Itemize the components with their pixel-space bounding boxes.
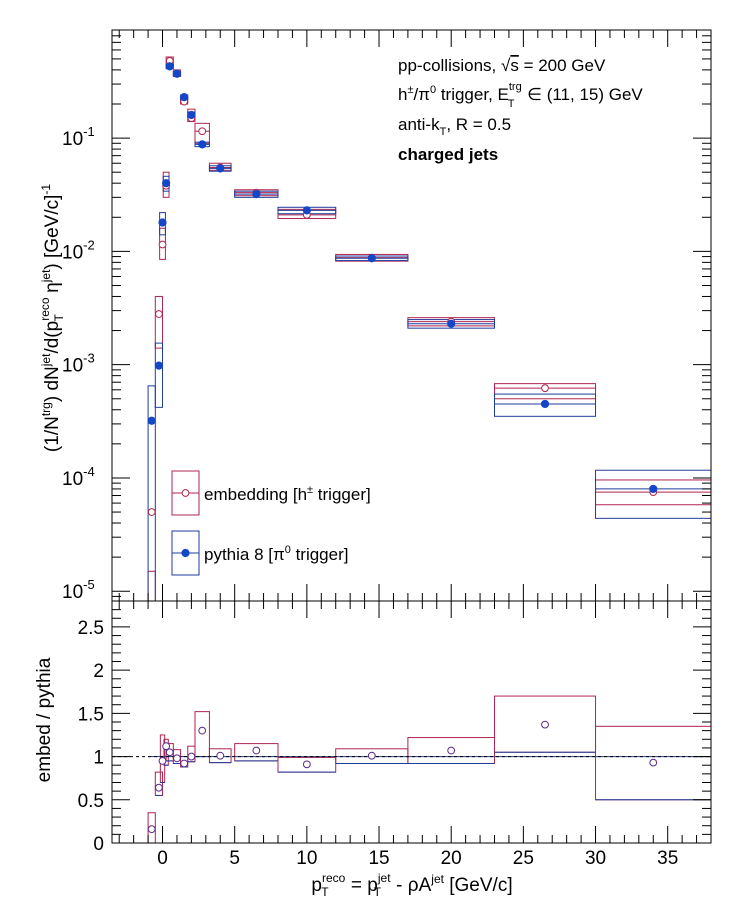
ratio-y-tick-label-1: 0.5 — [78, 791, 104, 812]
x-tick-label-3: 15 — [368, 848, 389, 869]
legend-embedding-marker — [181, 489, 190, 497]
pythia-point-14 — [540, 399, 550, 409]
ratio-point-7 — [187, 752, 196, 761]
pythia-point-3 — [162, 179, 171, 188]
ratio-point-5 — [173, 754, 181, 763]
embedding-point-0 — [147, 508, 156, 516]
pythia-point-6 — [180, 93, 189, 102]
ratio-point-9 — [216, 751, 225, 760]
ratio-point-13 — [447, 746, 456, 755]
spectrum-points — [147, 57, 658, 516]
x-tick-label-2: 10 — [296, 848, 317, 869]
pythia-point-9 — [216, 164, 225, 173]
ratio-y-tick-label-3: 1.5 — [78, 704, 104, 725]
embedding-point-14 — [541, 384, 549, 393]
annotation-jet-type: charged jets — [398, 145, 498, 164]
ratio-y-tick-label-2: 1 — [93, 748, 104, 769]
pythia-point-10 — [252, 190, 261, 199]
ratio-point-0 — [147, 825, 156, 834]
pythia-point-7 — [187, 110, 196, 120]
ratio-y-tick-label-4: 2 — [93, 661, 104, 682]
ratio-y-axis: 0 0.5 1 1.5 2 2.5 — [78, 600, 711, 855]
spectrum-y-tick-label-0: 10-5 — [62, 577, 95, 603]
legend-entry-embedding: embedding [h± trigger] — [171, 470, 371, 516]
pythia-point-11 — [302, 206, 311, 215]
legend-entry-pythia: pythia 8 [π0 trigger] — [171, 530, 348, 576]
legend-pythia-marker — [181, 548, 190, 558]
embedding-sys-box-1 — [154, 295, 164, 349]
spectrum-y-tick-label-1: 10-4 — [62, 464, 95, 490]
spectrum-y-tick-label-3: 10-2 — [62, 237, 95, 263]
ratio-panel: 0 0.5 1 1.5 2 2.5 0 5 10 15 20 25 30 35 embed / pyth… — [34, 600, 712, 899]
x-tick-label-7: 35 — [657, 848, 678, 869]
ratio-y-axis-title: embed / pythia — [34, 657, 55, 782]
ratio-frame — [111, 600, 712, 844]
pythia-point-15 — [649, 484, 658, 494]
embedding-point-8 — [198, 127, 207, 136]
spectrum-y-tick-label-4: 10-1 — [62, 124, 95, 150]
pythia-point-5 — [172, 69, 182, 78]
pythia-point-1 — [154, 361, 164, 370]
ratio-point-8 — [198, 726, 207, 735]
ratio-point-15 — [649, 758, 658, 767]
ratio-point-6 — [180, 759, 189, 768]
pythia-point-8 — [198, 140, 207, 149]
ratio-point-2 — [158, 756, 167, 765]
annotation-collision: pp-collisions, √s = 200 GeV — [398, 56, 606, 75]
pythia-point-2 — [158, 218, 167, 227]
legend-embedding-label: embedding [h± trigger] — [204, 484, 371, 504]
embedding-point-2 — [158, 240, 167, 249]
annotation-algorithm: anti-kT, R = 0.5 — [398, 115, 511, 138]
ratio-point-1 — [155, 783, 163, 792]
embedding-sys-box-14 — [493, 383, 597, 400]
spectrum-y-axis: 10-5 10-4 10-3 10-2 10-1 — [62, 29, 711, 603]
pythia-point-0 — [147, 416, 156, 425]
spectrum-x-axis — [118, 30, 712, 601]
pythia-sys-box-1 — [154, 342, 164, 408]
x-axis-title: preco T = pjet T - ρAjet [GeV/c] — [311, 871, 512, 899]
embedding-point-1 — [155, 310, 163, 318]
pythia-point-13 — [447, 319, 456, 328]
x-tick-label-6: 30 — [585, 848, 606, 869]
ratio-point-14 — [541, 720, 549, 729]
ratio-y-tick-label-0: 0 — [93, 834, 104, 855]
spectrum-y-tick-label-2: 10-3 — [62, 351, 95, 377]
ratio-point-3 — [162, 742, 171, 751]
ratio-y-tick-label-5: 2.5 — [78, 618, 104, 639]
x-tick-label-4: 20 — [441, 848, 462, 869]
x-tick-label-1: 5 — [229, 848, 240, 869]
legend-pythia-label: pythia 8 [π0 trigger] — [204, 544, 348, 564]
pythia-point-4 — [165, 62, 174, 71]
pythia-sys-box-14 — [493, 393, 597, 417]
x-tick-label-5: 25 — [513, 848, 534, 869]
x-tick-label-0: 0 — [157, 848, 168, 869]
ratio-point-11 — [302, 760, 311, 769]
ratio-points — [147, 720, 658, 834]
ratio-point-12 — [367, 751, 376, 760]
ratio-point-10 — [252, 746, 261, 755]
legend: embedding [h± trigger] pythia 8 [π0 trig… — [171, 470, 371, 576]
ratio-point-4 — [165, 748, 174, 757]
pythia-point-12 — [367, 254, 376, 263]
